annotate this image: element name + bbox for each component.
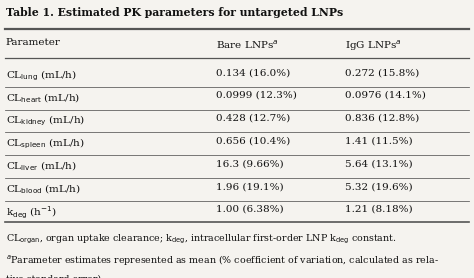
Text: CL$_\mathrm{heart}$ (mL/h): CL$_\mathrm{heart}$ (mL/h) bbox=[6, 91, 80, 105]
Text: Bare LNPs$^a$: Bare LNPs$^a$ bbox=[216, 38, 278, 51]
Text: 1.41 (11.5%): 1.41 (11.5%) bbox=[345, 136, 413, 145]
Text: 16.3 (9.66%): 16.3 (9.66%) bbox=[216, 159, 283, 168]
Text: 1.21 (8.18%): 1.21 (8.18%) bbox=[345, 205, 413, 214]
Text: 1.96 (19.1%): 1.96 (19.1%) bbox=[216, 182, 283, 191]
Text: 0.134 (16.0%): 0.134 (16.0%) bbox=[216, 68, 290, 77]
Text: IgG LNPs$^a$: IgG LNPs$^a$ bbox=[345, 38, 402, 53]
Text: 0.0999 (12.3%): 0.0999 (12.3%) bbox=[216, 91, 297, 100]
Text: 0.428 (12.7%): 0.428 (12.7%) bbox=[216, 114, 290, 123]
Text: CL$_\mathrm{spleen}$ (mL/h): CL$_\mathrm{spleen}$ (mL/h) bbox=[6, 136, 84, 151]
Text: 5.32 (19.6%): 5.32 (19.6%) bbox=[345, 182, 413, 191]
Text: 0.656 (10.4%): 0.656 (10.4%) bbox=[216, 136, 290, 145]
Text: k$_\mathrm{deg}$ (h$^{-1}$): k$_\mathrm{deg}$ (h$^{-1}$) bbox=[6, 205, 56, 221]
Text: 0.272 (15.8%): 0.272 (15.8%) bbox=[345, 68, 419, 77]
Text: CL$_\mathrm{lung}$ (mL/h): CL$_\mathrm{lung}$ (mL/h) bbox=[6, 68, 76, 83]
Text: $^a$Parameter estimates represented as mean (% coefficient of variation, calcula: $^a$Parameter estimates represented as m… bbox=[6, 254, 438, 267]
Text: tive standard error).: tive standard error). bbox=[6, 274, 104, 278]
Text: CL$_\mathrm{blood}$ (mL/h): CL$_\mathrm{blood}$ (mL/h) bbox=[6, 182, 81, 196]
Text: 0.0976 (14.1%): 0.0976 (14.1%) bbox=[345, 91, 426, 100]
Text: 0.836 (12.8%): 0.836 (12.8%) bbox=[345, 114, 419, 123]
Text: CL$_\mathrm{organ}$, organ uptake clearance; k$_\mathrm{deg}$, intracellular fir: CL$_\mathrm{organ}$, organ uptake cleara… bbox=[6, 232, 396, 246]
Text: 1.00 (6.38%): 1.00 (6.38%) bbox=[216, 205, 283, 214]
Text: 5.64 (13.1%): 5.64 (13.1%) bbox=[345, 159, 413, 168]
Text: CL$_\mathrm{kidney}$ (mL/h): CL$_\mathrm{kidney}$ (mL/h) bbox=[6, 114, 85, 128]
Text: Parameter: Parameter bbox=[6, 38, 61, 47]
Text: CL$_\mathrm{liver}$ (mL/h): CL$_\mathrm{liver}$ (mL/h) bbox=[6, 159, 76, 173]
Text: Table 1. Estimated PK parameters for untargeted LNPs: Table 1. Estimated PK parameters for unt… bbox=[6, 7, 343, 18]
